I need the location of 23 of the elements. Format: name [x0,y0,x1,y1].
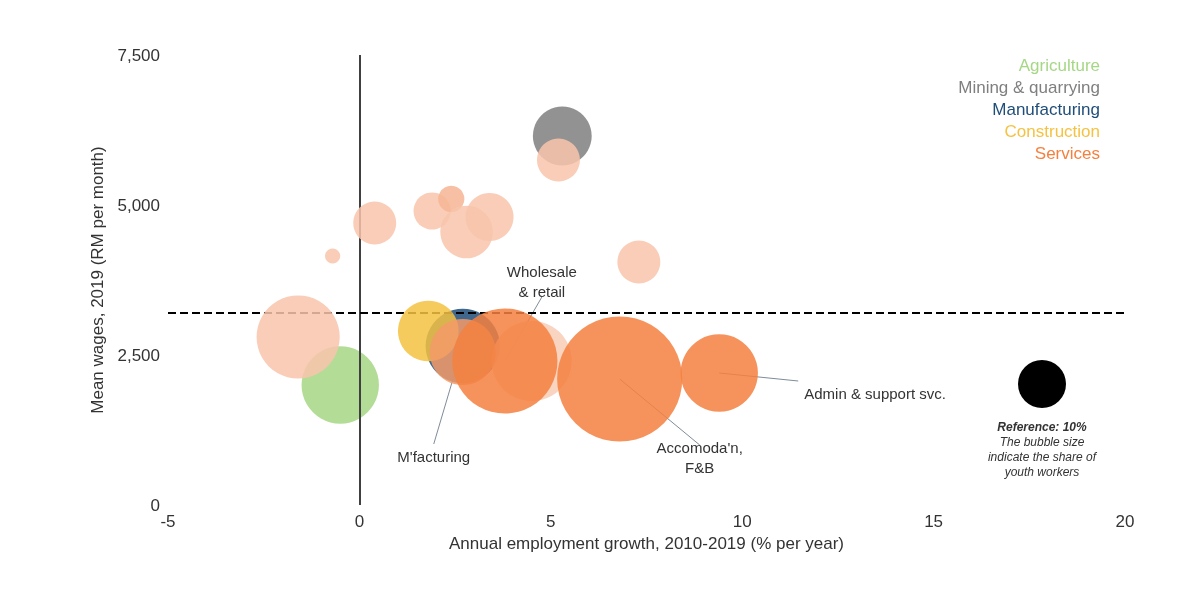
annotation: The bubble size indicate the share of youth workers [986,435,1098,480]
x-tick-label: 15 [924,512,944,531]
y-tick-label: 0 [150,495,160,515]
annotation: Wholesale & retail [506,262,577,300]
x-axis-title: Annual employment growth, 2010-2019 (% per year) [449,534,844,553]
y-tick-label: 2,500 [117,345,160,365]
x-tick-label: 5 [546,512,556,531]
y-tick-label: 5,000 [117,195,160,215]
annotation: M'facturing [397,447,471,465]
text: Mining & quarrying [958,78,1100,97]
y-tick-label: 7,500 [117,45,160,65]
text: Construction [1004,122,1100,141]
text: Manufacturing [992,100,1100,119]
y-axis-title: Mean wages, 2019 (RM per month) [88,146,107,414]
x-tick-label: 0 [354,512,365,531]
text: Services [1034,144,1100,163]
x-tick-label: 20 [1115,512,1135,531]
legend-label: Reference: 10% [996,420,1088,435]
x-tick-label: 10 [732,512,752,531]
annotation: Accomoda'n, F&B [656,438,743,476]
text: Agriculture [1018,56,1100,75]
annotation: Admin & support svc. [804,384,946,402]
x-tick-label: -5 [160,512,176,531]
